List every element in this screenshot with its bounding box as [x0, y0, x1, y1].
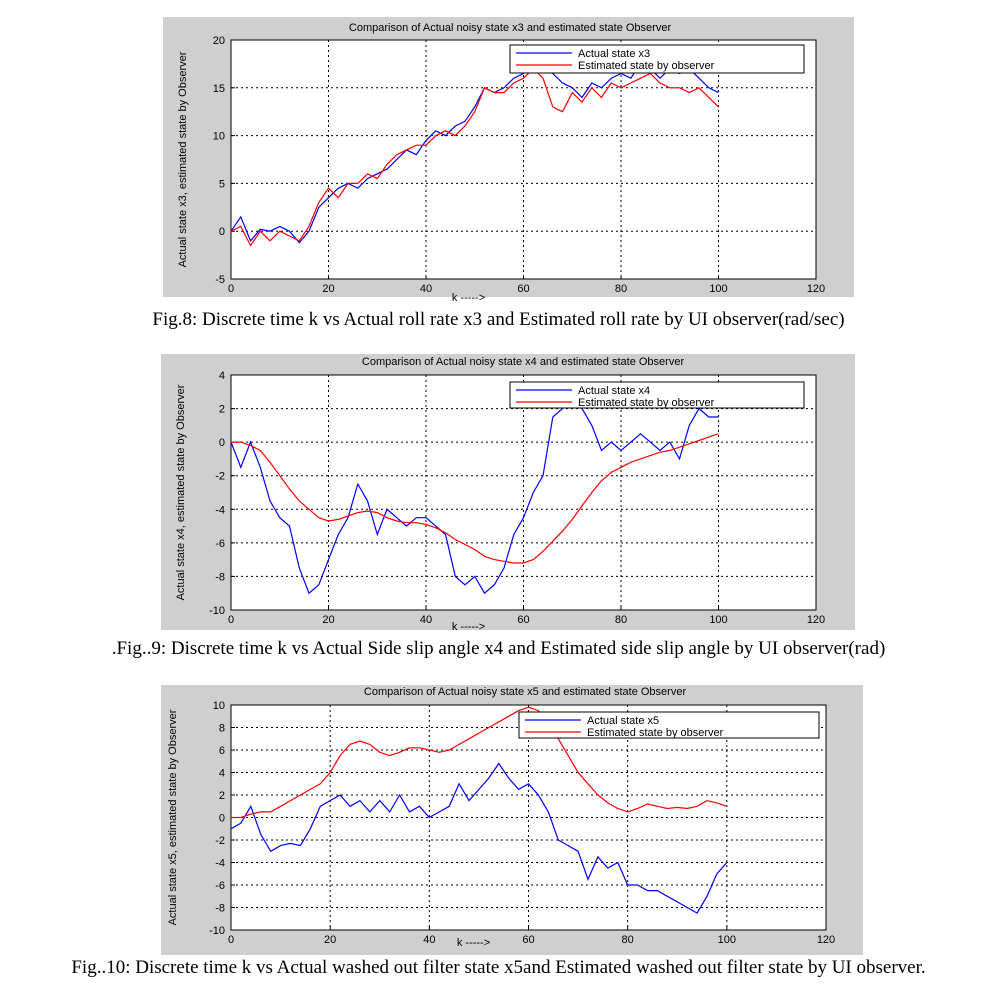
y-tick-label: 10	[213, 131, 225, 143]
x-tick-label: 40	[420, 614, 432, 626]
chart-title: Comparison of Actual noisy state x3 and …	[349, 22, 672, 34]
y-tick-label: -6	[215, 538, 225, 550]
y-tick-label: -6	[215, 880, 225, 892]
x-tick-label: 100	[709, 283, 727, 295]
x-tick-label: 120	[807, 614, 825, 626]
x-tick-label: 40	[423, 934, 435, 946]
legend-box	[509, 44, 805, 74]
y-tick-label: -5	[215, 274, 225, 286]
x-tick-label: 120	[807, 283, 825, 295]
x-tick-label: 120	[817, 934, 835, 946]
legend-label: Estimated state by observer	[578, 397, 715, 409]
x-tick-label: 0	[228, 614, 234, 626]
y-tick-label: 2	[219, 790, 225, 802]
legend-box	[509, 381, 805, 409]
x-tick-label: 80	[622, 934, 634, 946]
x-tick-label: 0	[228, 934, 234, 946]
x-tick-label: 80	[615, 614, 627, 626]
y-tick-label: -2	[215, 835, 225, 847]
x-axis-label: k ----->	[452, 621, 485, 633]
series-line-estimated	[231, 706, 727, 819]
y-tick-label: 20	[213, 35, 225, 47]
y-tick-label: -8	[215, 903, 225, 915]
legend-label: Estimated state by observer	[587, 727, 724, 739]
series-line-estimated	[230, 67, 719, 247]
x-tick-label: 0	[228, 283, 234, 295]
y-tick-label: 10	[213, 700, 225, 712]
x-tick-label: 60	[522, 934, 534, 946]
legend-label: Actual state x4	[578, 385, 650, 397]
y-tick-label: 4	[219, 768, 225, 780]
x-axis-label: k ----->	[457, 937, 490, 949]
y-tick-label: -10	[209, 925, 225, 937]
y-tick-label: 4	[219, 370, 225, 382]
x-tick-label: 40	[420, 283, 432, 295]
y-axis-label: Actual state x5, estimated state by Obse…	[167, 709, 179, 925]
x-tick-label: 80	[615, 283, 627, 295]
y-tick-label: 0	[219, 226, 225, 238]
legend-label: Estimated state by observer	[578, 60, 715, 72]
x-tick-label: 100	[709, 614, 727, 626]
plot-area	[230, 39, 817, 280]
legend-label: Actual state x5	[587, 715, 659, 727]
y-tick-label: 0	[219, 437, 225, 449]
chart-title: Comparison of Actual noisy state x4 and …	[362, 356, 685, 368]
y-tick-label: 5	[219, 178, 225, 190]
y-tick-label: -8	[215, 571, 225, 583]
chart-title: Comparison of Actual noisy state x5 and …	[364, 686, 687, 698]
y-tick-label: -10	[209, 605, 225, 617]
x-tick-label: 20	[322, 283, 334, 295]
y-tick-label: -2	[215, 471, 225, 483]
x-tick-label: 60	[517, 283, 529, 295]
y-tick-label: 8	[219, 723, 225, 735]
series-line-actual	[230, 390, 719, 595]
series-line-actual	[230, 762, 728, 914]
figure-10-caption: Fig..10: Discrete time k vs Actual washe…	[71, 957, 926, 978]
figure-8-caption: Fig.8: Discrete time k vs Actual roll ra…	[152, 309, 845, 330]
y-tick-label: 0	[219, 813, 225, 825]
y-axis-label: Actual state x3, estimated state by Obse…	[177, 51, 189, 267]
y-tick-label: -4	[215, 504, 225, 516]
x-tick-label: 20	[322, 614, 334, 626]
x-tick-label: 100	[718, 934, 736, 946]
y-axis-label: Actual state x4, estimated state by Obse…	[175, 384, 187, 600]
x-tick-label: 60	[517, 614, 529, 626]
figure-9-caption: .Fig..9: Discrete time k vs Actual Side …	[111, 638, 886, 659]
legend-box	[518, 711, 820, 739]
x-axis-label: k ----->	[452, 292, 485, 304]
y-tick-label: 6	[219, 745, 225, 757]
y-tick-label: 2	[219, 404, 225, 416]
x-tick-label: 20	[324, 934, 336, 946]
legend-label: Actual state x3	[578, 48, 650, 60]
y-tick-label: -4	[215, 858, 225, 870]
series-line-estimated	[231, 433, 719, 564]
y-tick-label: 15	[213, 83, 225, 95]
